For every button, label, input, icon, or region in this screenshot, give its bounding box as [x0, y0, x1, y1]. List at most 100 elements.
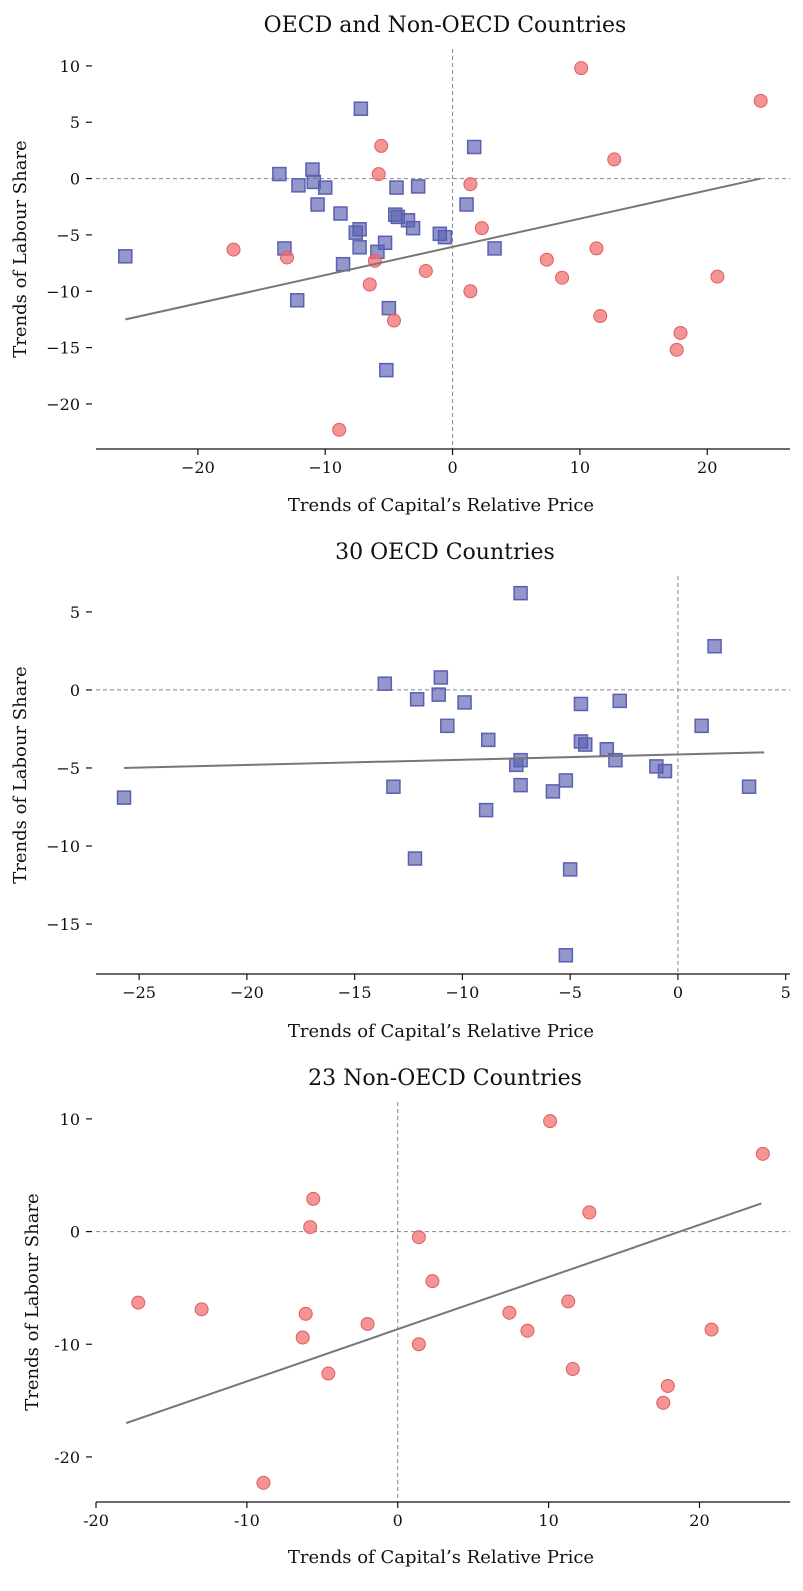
- chart-panel-3: 23 Non-OECD Countries -20 -10 0 10 20 10 0 -10 -2…: [22, 1066, 790, 1568]
- x-tick-label: -10: [234, 1511, 260, 1530]
- data-point-square: [558, 948, 574, 963]
- y-tick-label: -10: [54, 1335, 80, 1354]
- x-tick-label: 5: [781, 983, 791, 1002]
- y-tick-label: 5: [70, 113, 80, 132]
- data-point-square: [513, 777, 528, 793]
- y-tick-label: −15: [46, 339, 80, 358]
- data-point-square: [612, 693, 627, 709]
- y-tick-label: −5: [56, 226, 80, 245]
- data-point-square: [405, 220, 421, 236]
- y-tick-label: 10: [60, 1110, 80, 1129]
- y-tick-label: 5: [70, 603, 80, 622]
- regression-fit-line: [123, 751, 765, 769]
- data-point-circle: [673, 325, 688, 340]
- data-point-circle: [543, 1114, 558, 1129]
- data-point-circle: [539, 252, 554, 267]
- data-point-circle: [474, 221, 489, 236]
- data-point-circle: [463, 177, 478, 192]
- x-tick-label: 20: [689, 1511, 709, 1530]
- y-tick-label: −20: [46, 395, 80, 414]
- data-point-circle: [298, 1306, 313, 1321]
- data-point-circle: [589, 241, 604, 256]
- data-point-square: [459, 197, 474, 212]
- data-point-circle: [669, 342, 684, 357]
- data-point-circle: [561, 1294, 576, 1309]
- y-tick-label: 10: [60, 57, 80, 76]
- x-axis-label: Trends of Capital’s Relative Price: [288, 1547, 594, 1568]
- data-point-circle: [306, 1191, 321, 1206]
- data-point-circle: [660, 1378, 675, 1393]
- data-point-square: [377, 676, 393, 691]
- data-point-square: [377, 235, 393, 251]
- data-point-circle: [520, 1323, 535, 1338]
- data-point-circle: [411, 1230, 426, 1245]
- data-point-circle: [753, 93, 768, 108]
- data-point-square: [694, 718, 709, 734]
- data-point-square: [513, 585, 528, 601]
- data-point-square: [352, 240, 367, 255]
- data-point-circle: [386, 313, 401, 328]
- x-tick-label: 0: [393, 1511, 403, 1530]
- data-point-square: [409, 692, 425, 707]
- data-point-circle: [411, 1337, 426, 1352]
- data-point-circle: [704, 1322, 719, 1337]
- data-point-square: [741, 779, 757, 794]
- data-point-square: [433, 670, 449, 685]
- data-point-circle: [280, 250, 295, 265]
- data-point-square: [437, 229, 453, 245]
- data-point-square: [513, 752, 528, 768]
- data-point-circle: [582, 1205, 597, 1220]
- data-point-square: [335, 256, 351, 272]
- data-point-square: [381, 300, 397, 316]
- x-tick-label: −10: [446, 983, 480, 1002]
- y-axis-label: Trends of Labour Share: [22, 1193, 43, 1410]
- data-point-square: [118, 249, 133, 264]
- x-tick-label: −10: [308, 458, 342, 477]
- data-point-circle: [362, 277, 377, 292]
- data-point-square: [481, 732, 496, 748]
- data-point-square: [407, 851, 423, 866]
- data-point-square: [291, 178, 306, 193]
- chart-panel-2: 30 OECD Countries −25 −20 −15 −10 −5 0 5 5 0 −5 −10…: [10, 540, 791, 1042]
- y-tick-label: −15: [46, 915, 80, 934]
- chart-title: 23 Non-OECD Countries: [308, 1066, 582, 1091]
- data-point-circle: [463, 284, 478, 299]
- x-axis-label: Trends of Capital’s Relative Price: [288, 495, 594, 516]
- data-point-square: [386, 779, 401, 794]
- x-tick-label: -20: [83, 1511, 109, 1530]
- x-tick-label: −5: [558, 983, 582, 1002]
- data-point-circle: [371, 167, 386, 182]
- data-point-circle: [565, 1362, 580, 1377]
- data-point-circle: [374, 138, 389, 153]
- data-point-square: [478, 802, 494, 818]
- y-axis-label: Trends of Labour Share: [10, 666, 31, 883]
- data-point-circle: [425, 1274, 440, 1289]
- regression-fit-line: [125, 1202, 762, 1425]
- data-point-square: [353, 101, 369, 116]
- data-point-circle: [360, 1316, 375, 1331]
- data-point-square: [389, 180, 404, 195]
- y-tick-label: 0: [70, 170, 80, 189]
- x-tick-label: −20: [181, 458, 215, 477]
- y-tick-label: −10: [46, 282, 80, 301]
- data-point-square: [289, 293, 305, 308]
- regression-fit-line: [125, 177, 761, 321]
- data-point-circle: [332, 422, 347, 437]
- y-tick-label: −5: [56, 759, 80, 778]
- data-point-circle: [131, 1295, 146, 1310]
- y-tick-label: 0: [70, 681, 80, 700]
- x-tick-label: −20: [230, 983, 264, 1002]
- y-tick-label: −10: [46, 837, 80, 856]
- x-tick-label: 0: [447, 458, 457, 477]
- data-point-circle: [418, 263, 433, 278]
- data-point-circle: [303, 1220, 318, 1235]
- chart-panel-1: OECD and Non-OECD Countries −20 −10 0 10 20 10…: [10, 13, 790, 516]
- data-point-square: [577, 737, 593, 752]
- data-point-square: [657, 763, 673, 779]
- data-point-circle: [502, 1305, 517, 1320]
- x-tick-label: 10: [570, 458, 590, 477]
- data-point-square: [333, 206, 348, 221]
- y-axis-label: Trends of Labour Share: [10, 140, 31, 357]
- data-point-circle: [321, 1366, 336, 1381]
